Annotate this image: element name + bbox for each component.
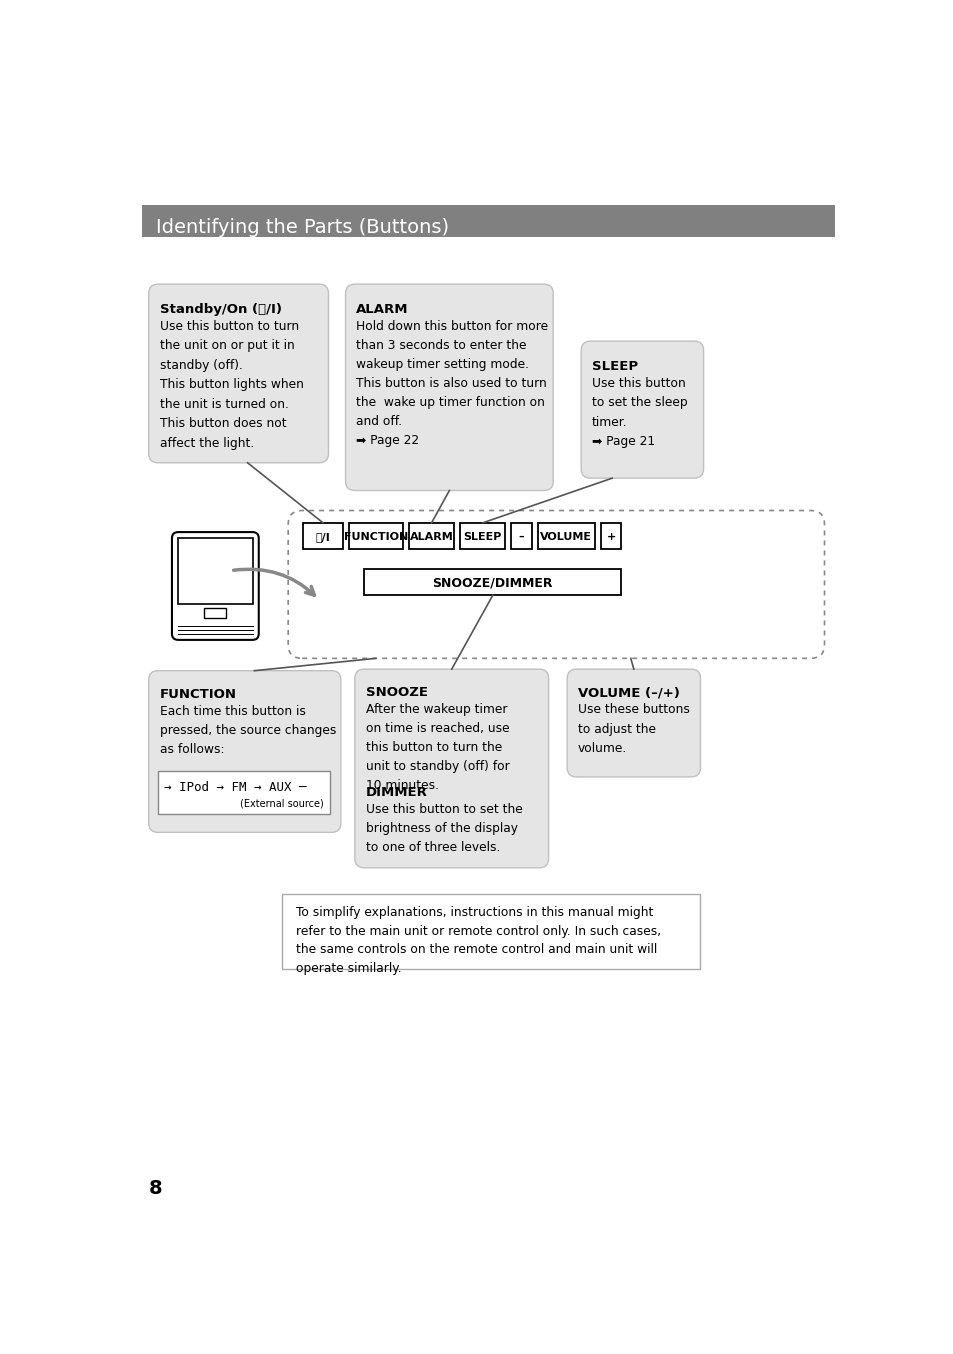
Text: (External source): (External source) [240, 798, 323, 808]
Bar [409, 523, 454, 548]
Text: +: + [606, 532, 616, 542]
Text: SNOOZE: SNOOZE [365, 686, 427, 699]
Text: –: – [518, 532, 524, 542]
Text: SLEEP: SLEEP [463, 532, 501, 542]
Text: Standby/On (⏻/I): Standby/On (⏻/I) [159, 303, 281, 315]
Text: FUNCTION: FUNCTION [159, 688, 236, 700]
Text: To simplify explanations, instructions in this manual might
refer to the main un: To simplify explanations, instructions i… [295, 906, 660, 975]
Text: DIMMER: DIMMER [365, 787, 427, 799]
Text: ALARM: ALARM [409, 532, 453, 542]
Bar [142, 204, 835, 237]
Text: FUNCTION: FUNCTION [343, 532, 408, 542]
FancyBboxPatch shape [149, 670, 340, 833]
FancyBboxPatch shape [355, 669, 548, 868]
FancyBboxPatch shape [172, 532, 258, 640]
Bar [204, 608, 226, 619]
Text: ⏻/I: ⏻/I [315, 532, 330, 542]
Bar [537, 523, 595, 548]
Bar [178, 539, 253, 604]
FancyBboxPatch shape [580, 341, 703, 478]
Text: 8: 8 [149, 1179, 162, 1198]
FancyBboxPatch shape [567, 669, 700, 777]
Text: VOLUME: VOLUME [539, 532, 592, 542]
FancyBboxPatch shape [149, 284, 328, 463]
Text: SNOOZE/DIMMER: SNOOZE/DIMMER [432, 577, 553, 589]
Bar [303, 523, 343, 548]
Text: Use these buttons
to adjust the
volume.: Use these buttons to adjust the volume. [578, 703, 689, 756]
Bar [459, 523, 505, 548]
Bar [364, 569, 620, 596]
Text: Identifying the Parts (Buttons): Identifying the Parts (Buttons) [156, 218, 449, 237]
Text: Use this button to turn
the unit on or put it in
standby (off).
This button ligh: Use this button to turn the unit on or p… [159, 320, 303, 450]
Text: Each time this button is
pressed, the source changes
as follows:: Each time this button is pressed, the so… [159, 704, 335, 756]
Text: ALARM: ALARM [356, 303, 409, 315]
Bar [282, 894, 700, 969]
Text: VOLUME (–/+): VOLUME (–/+) [578, 686, 679, 699]
Text: Use this button
to set the sleep
timer.
➡ Page 21: Use this button to set the sleep timer. … [592, 376, 687, 448]
Text: → IPod → FM → AUX ─: → IPod → FM → AUX ─ [164, 781, 306, 795]
Bar [511, 523, 531, 548]
Bar [600, 523, 620, 548]
FancyBboxPatch shape [345, 284, 553, 490]
Bar [348, 523, 402, 548]
FancyBboxPatch shape [288, 510, 823, 658]
Text: Hold down this button for more
than 3 seconds to enter the
wakeup timer setting : Hold down this button for more than 3 se… [356, 320, 548, 447]
Text: After the wakeup timer
on time is reached, use
this button to turn the
unit to s: After the wakeup timer on time is reache… [365, 703, 509, 792]
Bar [158, 770, 330, 814]
Text: SLEEP: SLEEP [592, 360, 638, 372]
Text: Use this button to set the
brightness of the display
to one of three levels.: Use this button to set the brightness of… [365, 803, 522, 854]
